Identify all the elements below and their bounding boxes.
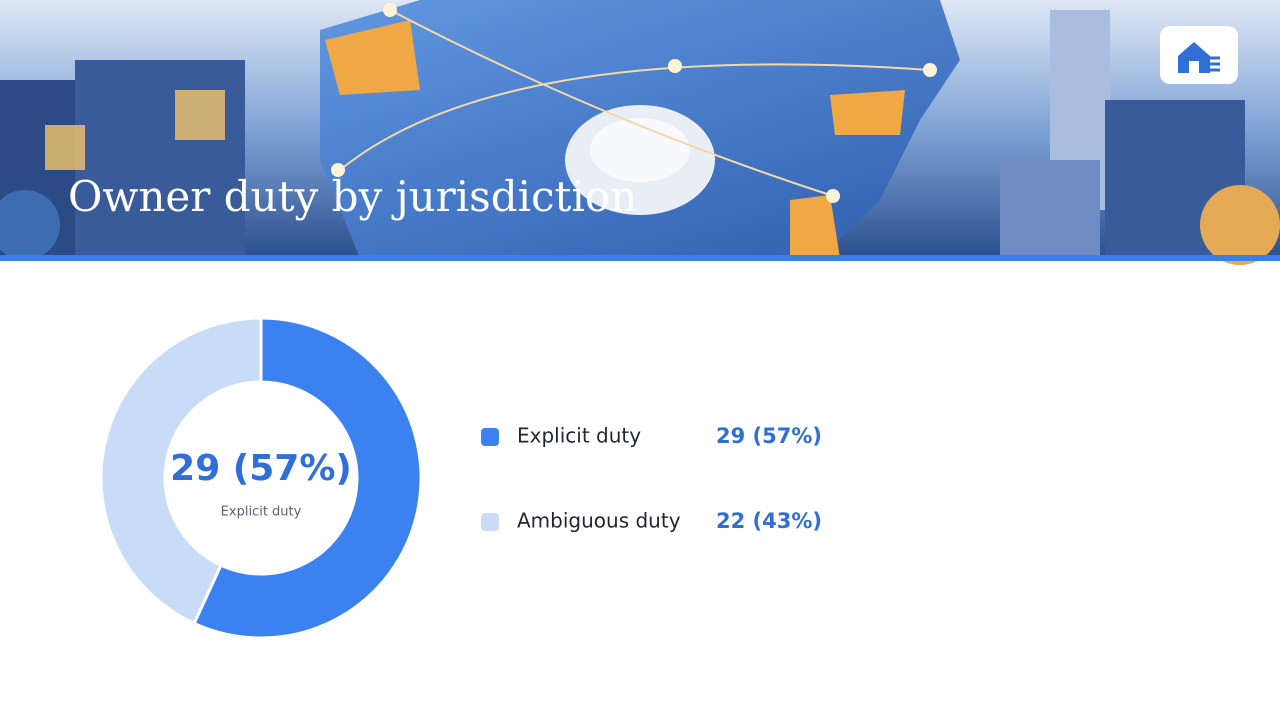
banner [0,0,1280,265]
legend-swatch [481,513,499,531]
legend-label: Explicit duty [517,424,641,448]
legend-swatch [481,428,499,446]
slide-title: Owner duty by jurisdiction [68,172,637,221]
donut-segment [192,316,423,640]
donut-segment [99,316,263,626]
center-value: 29 (57%) [170,448,352,489]
legend-label: Ambiguous duty [517,509,681,533]
legend-value: 29 (57%) [716,424,822,448]
legend-value: 22 (43%) [716,509,822,533]
center-label: Explicit duty [221,505,302,520]
